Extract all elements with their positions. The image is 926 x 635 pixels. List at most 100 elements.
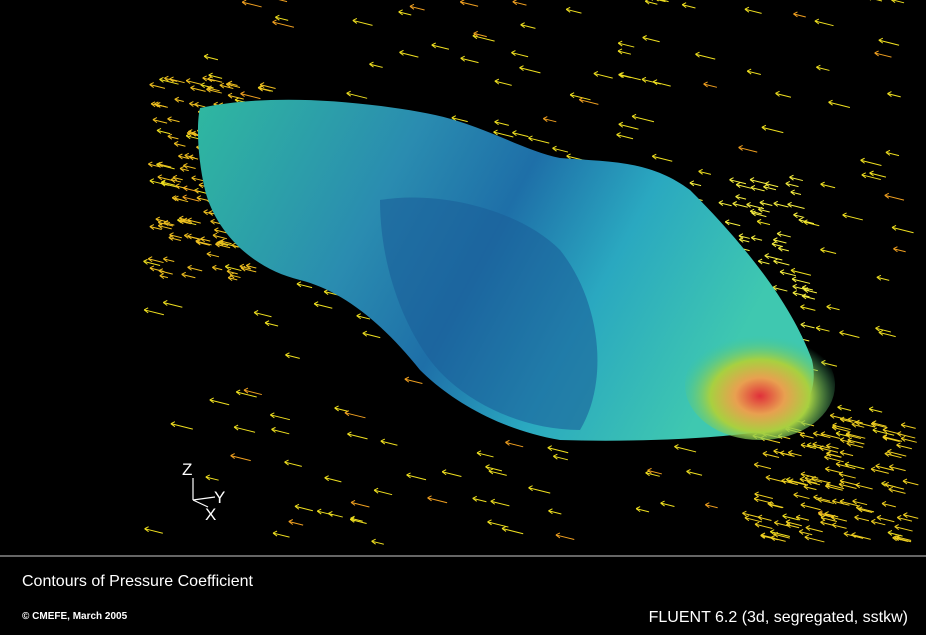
- vector: [618, 42, 635, 48]
- vector: [770, 531, 790, 538]
- vector: [645, 0, 658, 5]
- vector-head: [202, 75, 207, 82]
- vector: [800, 473, 819, 479]
- vector: [487, 521, 509, 528]
- vector: [894, 537, 912, 543]
- vector-head: [812, 441, 818, 448]
- vector-head: [815, 325, 821, 332]
- vector: [847, 418, 863, 424]
- vector: [750, 210, 762, 215]
- vector: [801, 295, 816, 300]
- nose-pressure: [685, 330, 835, 440]
- vector: [404, 378, 423, 385]
- vector: [773, 533, 790, 539]
- vector-head: [837, 404, 842, 411]
- vector: [773, 260, 790, 266]
- vector-head: [771, 241, 777, 248]
- vector: [346, 92, 368, 99]
- body-shade: [380, 197, 598, 430]
- vector: [803, 221, 820, 227]
- vector-head: [746, 201, 751, 208]
- vector-head: [832, 498, 837, 505]
- vector-head: [219, 82, 225, 89]
- vector-head: [742, 510, 747, 517]
- vector-head: [494, 78, 500, 85]
- vector-head: [459, 0, 465, 6]
- vector-head: [431, 42, 437, 49]
- vector: [260, 84, 276, 89]
- vector: [593, 72, 613, 79]
- vector-head: [271, 426, 276, 433]
- vector: [460, 1, 479, 7]
- vector: [819, 447, 839, 453]
- vector: [519, 67, 541, 74]
- vector: [878, 39, 900, 46]
- vector-head: [878, 37, 884, 44]
- vector-head: [824, 483, 830, 490]
- vector-head: [644, 0, 650, 5]
- vector-head: [900, 435, 906, 442]
- vector: [746, 203, 765, 210]
- vector-head: [875, 463, 880, 470]
- vector: [831, 426, 849, 432]
- vector-head: [149, 265, 155, 272]
- vector: [882, 429, 902, 435]
- vector: [851, 534, 871, 540]
- vector: [698, 170, 712, 175]
- vector-head: [155, 102, 161, 108]
- vector: [858, 508, 873, 513]
- vector-head: [184, 152, 190, 159]
- vector: [296, 283, 313, 289]
- vector-head: [732, 201, 738, 207]
- vector-head: [735, 194, 740, 200]
- vector: [207, 87, 220, 92]
- vector: [901, 424, 916, 429]
- vector-head: [553, 453, 558, 460]
- caption: Contours of Pressure Coefficient: [22, 573, 253, 590]
- vector-head: [881, 500, 887, 507]
- vector-head: [785, 519, 791, 526]
- vector: [774, 522, 789, 527]
- vector: [190, 87, 206, 92]
- vector-head: [566, 153, 571, 160]
- vector-head: [776, 231, 782, 237]
- vector: [802, 286, 814, 291]
- vector-head: [152, 117, 158, 123]
- vector-head: [189, 101, 194, 107]
- vector-head: [765, 474, 771, 481]
- vector-head: [148, 161, 153, 168]
- vector-head: [773, 520, 779, 526]
- vector-head: [860, 157, 865, 164]
- vector: [380, 440, 398, 446]
- vector-head: [460, 55, 466, 62]
- vector: [158, 163, 172, 168]
- vector: [686, 470, 703, 476]
- vector-head: [505, 439, 510, 446]
- vector-head: [347, 431, 352, 438]
- vector: [845, 434, 862, 440]
- vector: [837, 406, 852, 412]
- vector-head: [552, 145, 557, 152]
- vector: [875, 327, 891, 333]
- vector: [409, 5, 425, 11]
- vector: [807, 481, 821, 486]
- vector: [161, 181, 176, 186]
- vector-head: [275, 14, 280, 21]
- vector-head: [178, 153, 183, 160]
- vector: [781, 480, 798, 486]
- vector: [149, 84, 166, 89]
- vector: [570, 94, 591, 101]
- vector: [239, 265, 252, 270]
- vector-head: [147, 256, 153, 263]
- vector-head: [212, 232, 218, 239]
- vector: [901, 437, 917, 443]
- vector-head: [829, 412, 835, 419]
- vector-head: [756, 218, 762, 225]
- vector: [820, 183, 836, 189]
- vector-head: [769, 529, 775, 536]
- vector: [695, 53, 716, 60]
- vector: [788, 451, 802, 457]
- vector-head: [155, 216, 161, 223]
- vector-head: [243, 387, 249, 394]
